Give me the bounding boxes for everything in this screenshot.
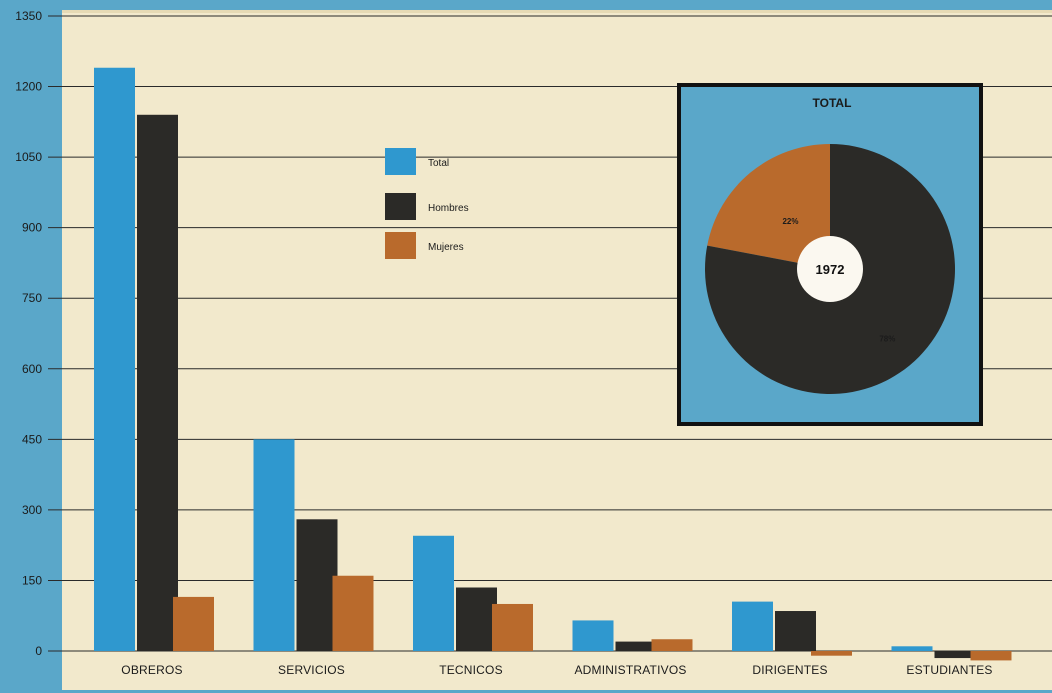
pie-slice-mujeres [707, 144, 830, 269]
y-tick-label: 0 [35, 644, 42, 658]
legend-swatch-total [385, 148, 416, 175]
y-tick-label: 450 [22, 432, 42, 446]
bar-estudiantes-mujeres [970, 651, 1012, 661]
legend-swatch-mujeres [385, 232, 416, 259]
bar-servicios-mujeres [332, 575, 374, 651]
legend-label-total: Total [428, 158, 449, 169]
bar-estudiantes-hombres [934, 651, 976, 659]
paper-edge [62, 10, 1052, 13]
bar-tecnicos-total [413, 535, 454, 651]
y-tick-label: 1050 [15, 150, 42, 164]
bar-dirigentes-mujeres [811, 651, 852, 656]
category-label: ADMINISTRATIVOS [574, 663, 686, 677]
y-tick-label: 600 [22, 362, 42, 376]
bar-tecnicos-mujeres [492, 603, 533, 651]
bar-administrativos-total [572, 620, 614, 651]
category-label: ESTUDIANTES [906, 663, 992, 677]
bar-dirigentes-hombres [775, 611, 816, 651]
category-label: SERVICIOS [278, 663, 345, 677]
pie-center-label: 1972 [816, 262, 845, 277]
bar-estudiantes-total [891, 646, 933, 651]
y-tick-label: 300 [22, 503, 42, 517]
category-label: DIRIGENTES [752, 663, 827, 677]
bar-tecnicos-hombres [456, 587, 497, 651]
bar-administrativos-hombres [615, 641, 657, 651]
bar-obreros-mujeres [173, 596, 214, 651]
category-label: OBREROS [121, 663, 182, 677]
bar-obreros-hombres [137, 114, 178, 652]
pie-center-hole [797, 236, 863, 302]
y-tick-label: 900 [22, 221, 42, 235]
y-tick-label: 150 [22, 573, 42, 587]
category-label: TECNICOS [439, 663, 503, 677]
pie-slice-label: 78% [879, 334, 895, 343]
bar-dirigentes-total [732, 601, 773, 651]
legend-label-mujeres: Mujeres [428, 242, 464, 253]
pie-slice-label: 22% [782, 217, 798, 226]
bar-obreros-total [94, 67, 135, 652]
y-tick-label: 1350 [15, 9, 42, 23]
legend-label-hombres: Hombres [428, 203, 469, 214]
bar-administrativos-mujeres [651, 639, 693, 651]
bar-servicios-total [253, 439, 295, 651]
y-tick-label: 750 [22, 291, 42, 305]
bar-servicios-hombres [296, 519, 338, 651]
y-tick-label: 1200 [15, 80, 42, 94]
pie-title: TOTAL [813, 96, 852, 110]
legend-swatch-hombres [385, 193, 416, 220]
